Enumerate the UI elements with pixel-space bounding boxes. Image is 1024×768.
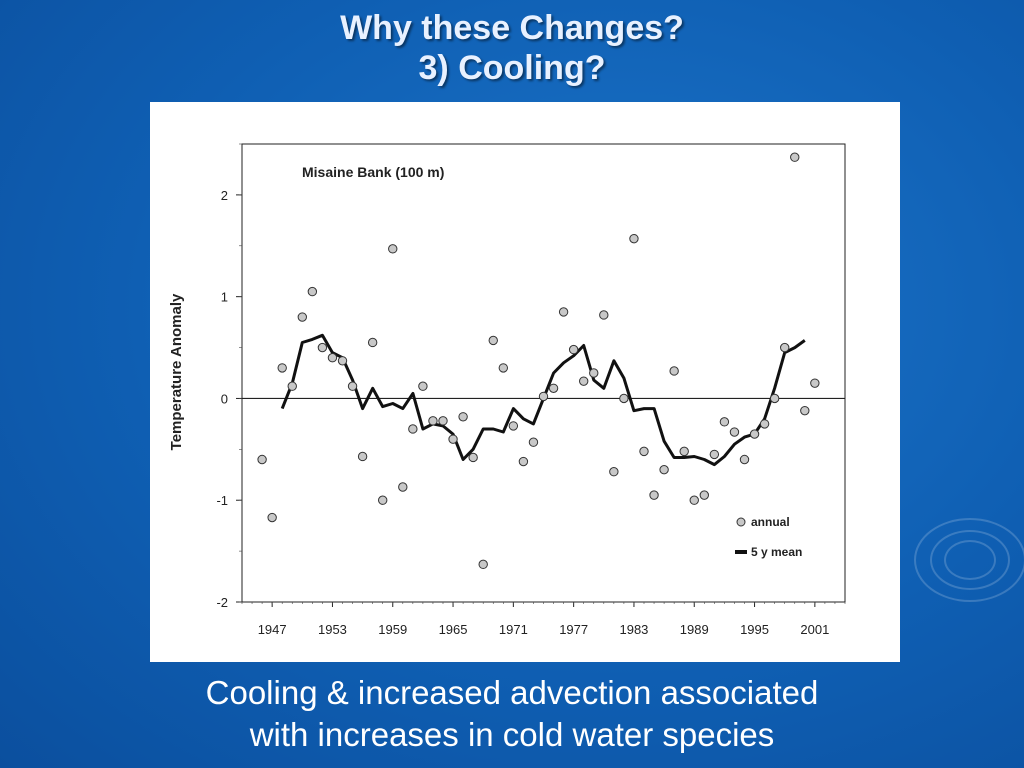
y-tick-label: -1 xyxy=(216,493,228,508)
annual-data-point xyxy=(337,356,348,366)
annual-data-point xyxy=(448,434,458,444)
annual-data-point xyxy=(488,335,498,346)
annual-data-point xyxy=(508,421,519,431)
annual-data-point xyxy=(669,366,679,376)
annual-data-point xyxy=(538,391,549,402)
x-tick-label: 1971 xyxy=(499,622,528,637)
slide-title-line1: Why these Changes? xyxy=(340,9,684,47)
caption-line1: Cooling & increased advection associated xyxy=(205,674,819,711)
annual-data-point xyxy=(629,233,639,244)
annual-data-point xyxy=(619,393,629,404)
annual-data-point xyxy=(739,454,750,465)
x-tick-label: 1947 xyxy=(258,622,287,637)
y-tick-label: 0 xyxy=(221,391,228,406)
chart-axes xyxy=(241,143,846,603)
annual-data-point xyxy=(589,368,599,378)
annual-data-point xyxy=(790,152,800,162)
annual-data-point xyxy=(277,363,287,373)
caption-line2: with increases in cold water species xyxy=(249,716,775,753)
annual-data-point xyxy=(378,495,388,505)
legend-annual-label: annual xyxy=(751,515,790,529)
x-tick-label: 1953 xyxy=(318,622,347,637)
annual-data-point xyxy=(609,467,619,477)
annual-data-point xyxy=(287,381,297,391)
annual-data-point xyxy=(749,429,760,439)
annual-data-point xyxy=(347,381,358,391)
annual-data-point xyxy=(317,342,328,353)
annual-data-point xyxy=(729,427,740,437)
annual-data-point xyxy=(498,363,508,373)
y-tick-label: -2 xyxy=(216,595,228,610)
annual-data-point xyxy=(568,344,579,355)
annual-data-point xyxy=(528,437,539,447)
x-tick-label: 1965 xyxy=(439,622,468,637)
annual-data-point xyxy=(759,419,770,429)
y-tick-label: 2 xyxy=(221,188,228,203)
annual-data-point xyxy=(388,244,398,254)
annual-data-point xyxy=(438,416,448,426)
chart-panel: Misaine Bank (100 m) Temperature Anomaly… xyxy=(150,102,900,662)
chart-legend: annual 5 y mean xyxy=(735,515,802,559)
annual-data-point xyxy=(327,353,338,363)
annual-data-point xyxy=(780,342,790,353)
annual-data-point xyxy=(699,490,709,500)
annual-data-point xyxy=(558,307,569,317)
chart-title: Misaine Bank (100 m) xyxy=(302,164,444,180)
annual-data-point xyxy=(659,464,669,475)
legend-mean-label: 5 y mean xyxy=(751,545,802,559)
annual-data-point xyxy=(257,454,267,465)
annual-data-point xyxy=(408,424,418,434)
legend-annual-marker xyxy=(736,517,746,527)
slide-title-line2: 3) Cooling? xyxy=(418,49,606,87)
annual-data-point xyxy=(579,376,589,386)
annual-data-point xyxy=(679,446,689,457)
annual-data-point xyxy=(719,417,730,427)
annual-data-point xyxy=(428,416,438,426)
y-axis-label: Temperature Anomaly xyxy=(168,293,185,450)
annual-data-point xyxy=(267,512,277,523)
y-tick-label: 1 xyxy=(221,290,228,305)
annual-data-point xyxy=(367,337,378,348)
annual-data-point xyxy=(810,378,820,388)
annual-data-point xyxy=(458,412,468,422)
x-tick-label: 2001 xyxy=(800,622,829,637)
annual-data-point xyxy=(398,482,408,492)
x-tick-label: 1983 xyxy=(619,622,648,637)
annual-series xyxy=(257,152,820,570)
slide-title: Why these Changes? 3) Cooling? xyxy=(0,8,1024,88)
plot-frame xyxy=(241,143,846,603)
annual-data-point xyxy=(518,456,529,467)
annual-data-point xyxy=(709,449,720,460)
x-tick-label: 1995 xyxy=(740,622,769,637)
annual-data-point xyxy=(599,310,609,320)
annual-data-point xyxy=(649,490,659,500)
annual-data-point xyxy=(800,405,810,416)
x-tick-label: 1977 xyxy=(559,622,588,637)
slide-caption: Cooling & increased advection associated… xyxy=(0,672,1024,756)
temperature-anomaly-chart: Misaine Bank (100 m) Temperature Anomaly… xyxy=(168,143,846,637)
ripple-decoration xyxy=(914,518,1024,602)
annual-data-point xyxy=(307,286,318,297)
x-tick-label: 1959 xyxy=(378,622,407,637)
annual-data-point xyxy=(639,446,649,457)
x-axis-ticks: 1947 1953 1959 1965 1971 1977 1983 1989 1995 2001 xyxy=(241,602,846,637)
annual-data-point xyxy=(468,452,478,463)
annual-data-point xyxy=(297,312,308,322)
annual-data-point xyxy=(548,383,559,393)
x-tick-label: 1989 xyxy=(680,622,709,637)
annual-data-point xyxy=(478,559,488,570)
annual-data-point xyxy=(357,451,368,462)
annual-data-point xyxy=(689,495,699,505)
annual-data-point xyxy=(769,393,780,404)
y-axis-ticks: 2 1 0 -1 -2 xyxy=(216,143,242,610)
annual-data-point xyxy=(418,381,428,391)
